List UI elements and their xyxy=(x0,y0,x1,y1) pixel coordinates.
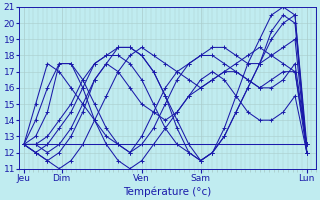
X-axis label: Température (°c): Température (°c) xyxy=(124,186,212,197)
